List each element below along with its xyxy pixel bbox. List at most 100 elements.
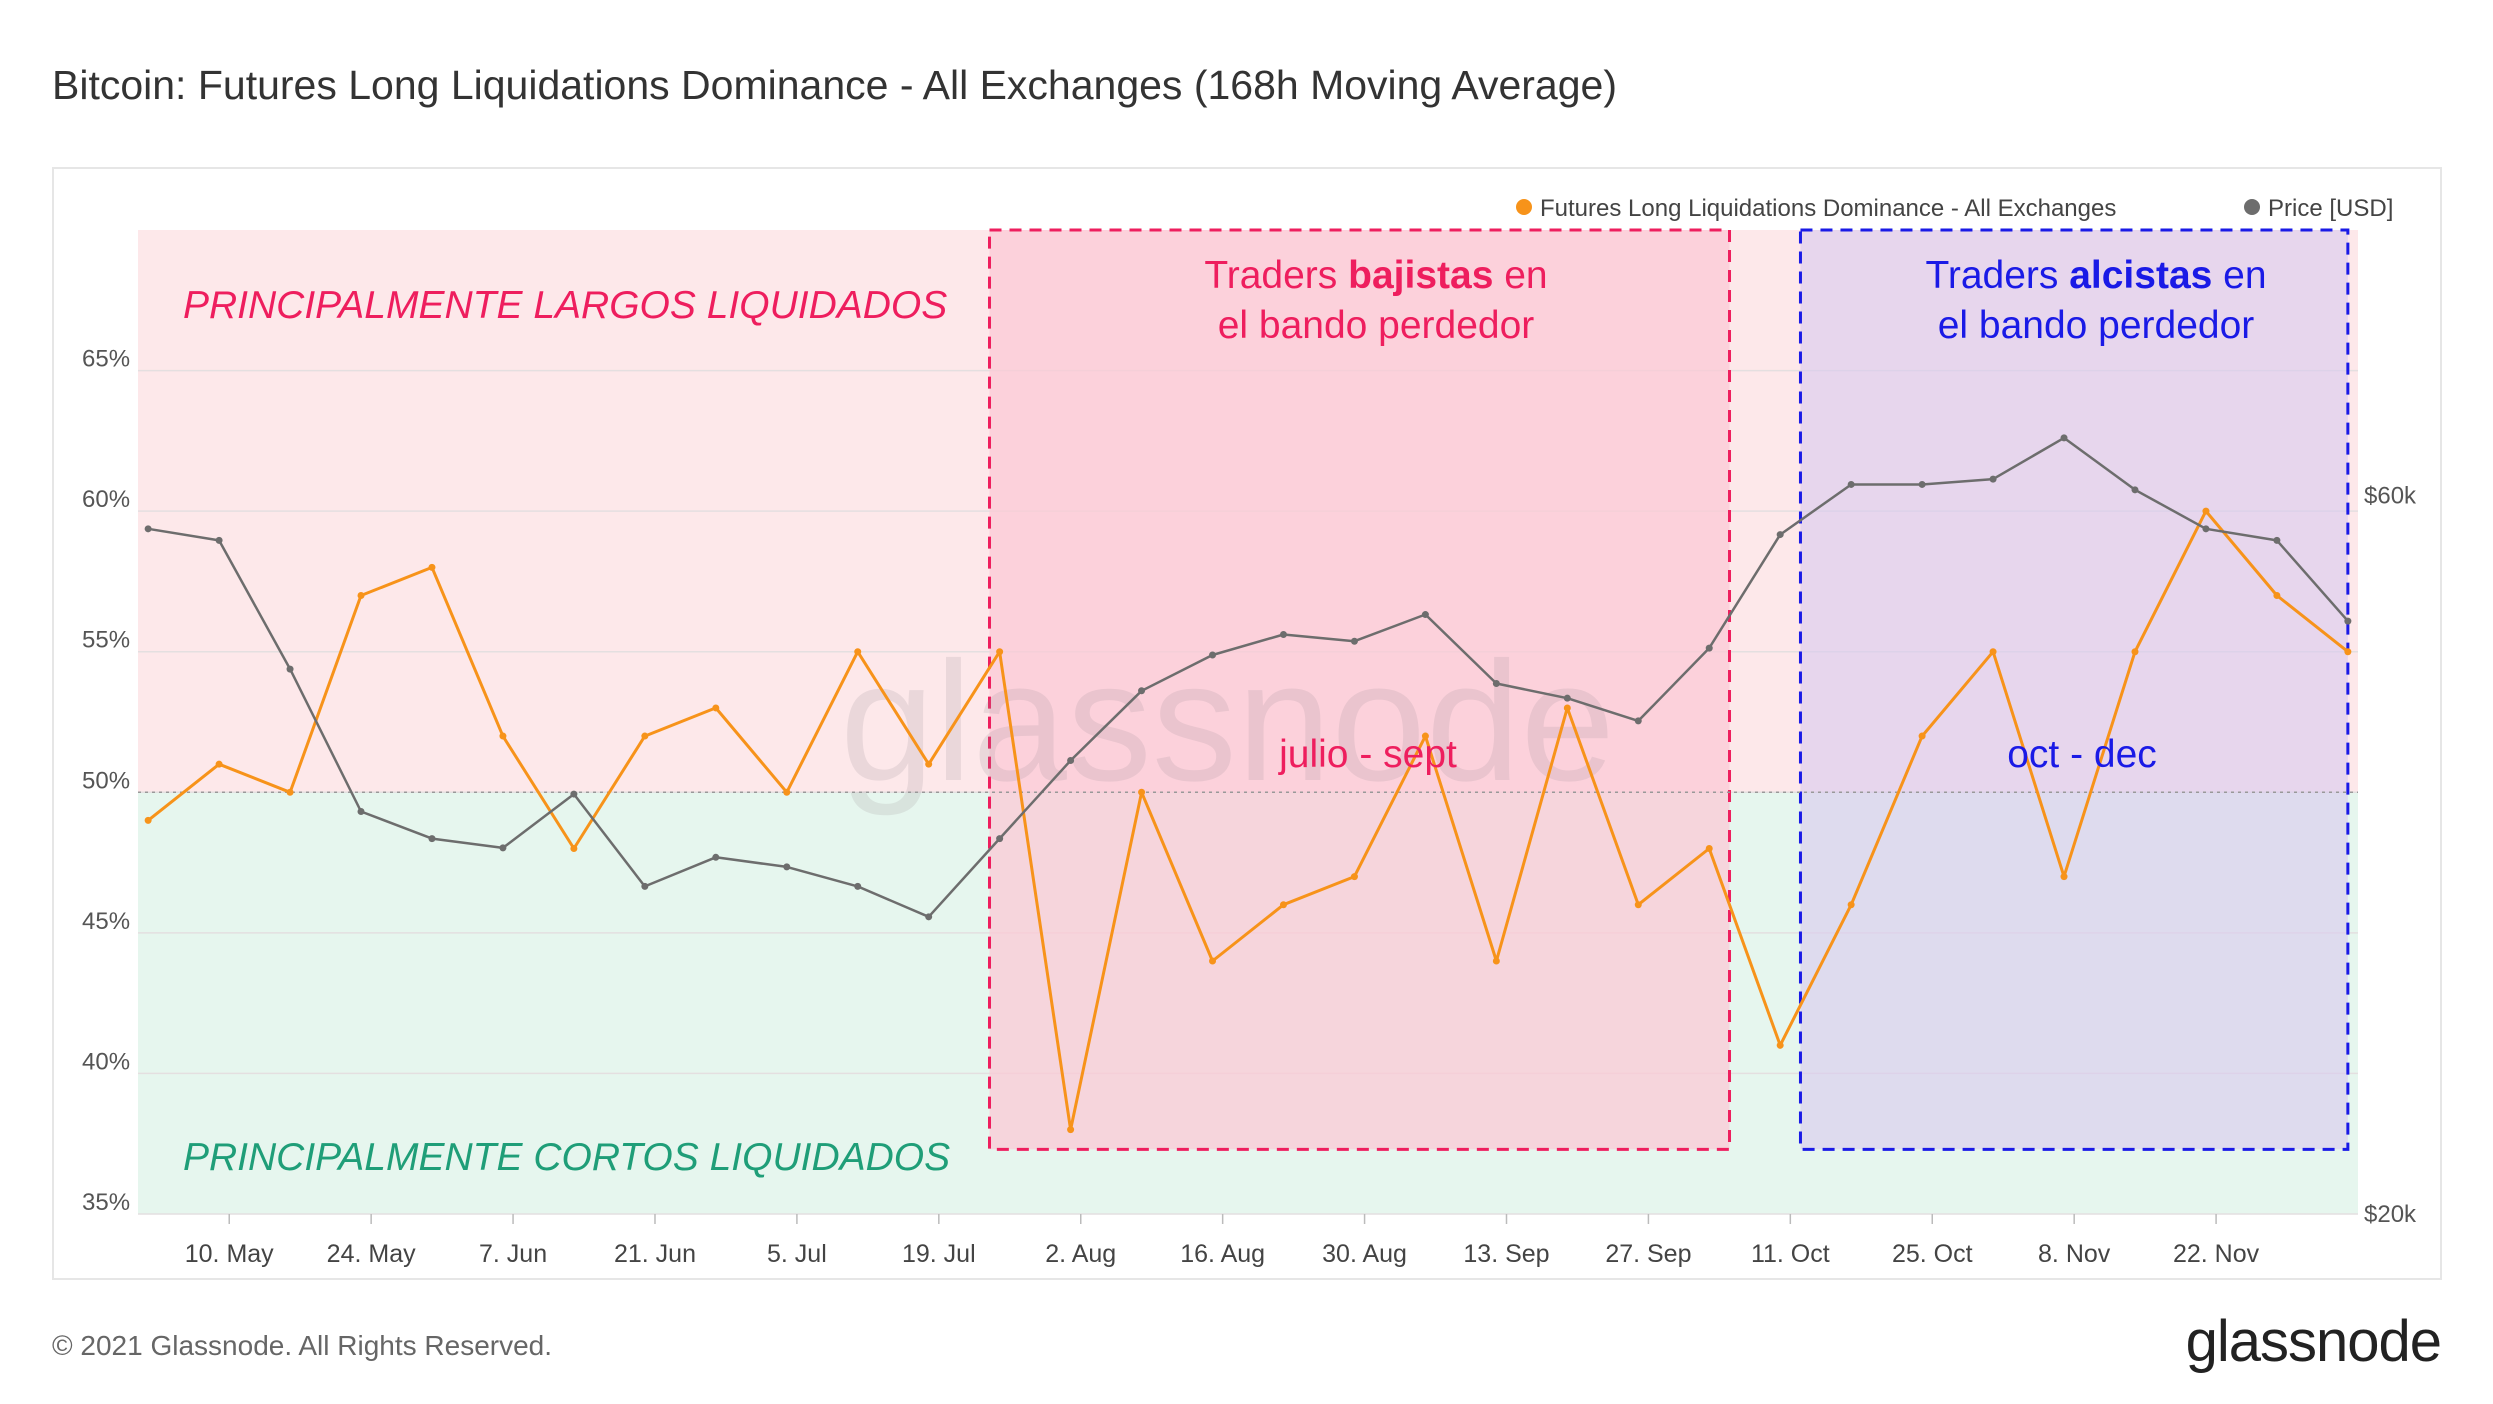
- price-point: [1634, 717, 1642, 725]
- dominance-point: [854, 648, 862, 656]
- price-point: [1563, 694, 1571, 702]
- legend-price-marker: [2244, 199, 2260, 215]
- x-tick-label: 7. Jun: [479, 1240, 547, 1268]
- dominance-point: [1563, 704, 1571, 712]
- glassnode-logo[interactable]: glassnode: [2185, 1309, 2442, 1374]
- bull-box-title-line2: el bando perdedor: [1938, 304, 2255, 347]
- price-point: [2273, 536, 2281, 544]
- dominance-point: [2060, 873, 2068, 881]
- dominance-point: [1421, 732, 1429, 740]
- x-tick-label: 25. Oct: [1892, 1240, 1973, 1268]
- price-point: [1067, 757, 1075, 765]
- price-point: [641, 882, 649, 890]
- price-point: [357, 808, 365, 816]
- dominance-point: [1989, 648, 1997, 656]
- dominance-point: [144, 816, 152, 824]
- dominance-point: [1067, 1126, 1075, 1134]
- dominance-point: [1279, 901, 1287, 909]
- price-point: [1138, 687, 1146, 695]
- x-tick-label: 11. Oct: [1751, 1240, 1830, 1268]
- bull-pre: Traders: [1925, 254, 2069, 297]
- price-point: [215, 536, 223, 544]
- bull-post: en: [2212, 254, 2266, 297]
- price-point: [1492, 679, 1500, 687]
- price-point: [499, 844, 507, 852]
- price-point: [1421, 611, 1429, 619]
- dominance-point: [783, 788, 791, 796]
- bear-box: [988, 228, 1732, 1151]
- dominance-point: [641, 732, 649, 740]
- price-point: [2131, 486, 2139, 494]
- x-tick-label: 5. Jul: [767, 1240, 827, 1268]
- x-axis: 10. May 24. May 7. Jun 21. Jun 5. Jul 19. Jul…: [185, 1214, 2260, 1268]
- bull-box-title-line1: Traders alcistas en: [1925, 254, 2266, 297]
- dominance-point: [1492, 957, 1500, 965]
- price-point: [925, 913, 933, 921]
- bull-bold: alcistas: [2069, 254, 2212, 297]
- bull-period-label: oct - dec: [2007, 733, 2157, 776]
- x-tick-label: 2. Aug: [1045, 1240, 1116, 1268]
- chart-frame: [52, 167, 2442, 1280]
- dominance-point: [1705, 845, 1713, 853]
- y-tick-label: 50%: [82, 767, 130, 794]
- legend-price-label[interactable]: Price [USD]: [2268, 195, 2393, 222]
- dominance-point: [357, 591, 365, 599]
- dominance-point: [1209, 957, 1217, 965]
- x-tick-label: 21. Jun: [614, 1240, 696, 1268]
- price-point: [2060, 434, 2068, 442]
- dominance-point: [712, 704, 720, 712]
- dominance-point: [1634, 901, 1642, 909]
- price-point: [854, 882, 862, 890]
- price-point: [2202, 525, 2210, 533]
- price-point: [144, 525, 152, 533]
- legend-dominance-marker: [1516, 199, 1532, 215]
- price-point: [1279, 630, 1287, 638]
- price-point: [428, 835, 436, 843]
- x-tick-label: 8. Nov: [2038, 1240, 2111, 1268]
- chart-title: Bitcoin: Futures Long Liquidations Domin…: [52, 62, 1617, 108]
- x-tick-label: 27. Sep: [1605, 1240, 1691, 1268]
- price-point: [1350, 637, 1358, 645]
- price-point: [1705, 644, 1713, 652]
- bear-box-title-line2: el bando perdedor: [1218, 304, 1535, 347]
- x-tick-label: 24. May: [327, 1240, 416, 1268]
- dominance-point: [996, 648, 1004, 656]
- dominance-point: [286, 788, 294, 796]
- price-point: [570, 790, 578, 798]
- dominance-point: [1918, 732, 1926, 740]
- price-line: [147, 436, 2349, 919]
- x-tick-label: 30. Aug: [1322, 1240, 1407, 1268]
- dominance-point: [1847, 901, 1855, 909]
- price-point: [2344, 617, 2352, 625]
- y-right-tick-label: $60k: [2364, 482, 2417, 509]
- x-tick-label: 19. Jul: [902, 1240, 976, 1268]
- series-layer: [144, 434, 2352, 1134]
- price-point: [1918, 480, 1926, 488]
- bear-pre: Traders: [1204, 254, 1348, 297]
- dominance-point: [925, 760, 933, 768]
- bull-box: [1798, 228, 2350, 1151]
- dominance-point: [2344, 648, 2352, 656]
- legend-dominance-label[interactable]: Futures Long Liquidations Dominance - Al…: [1540, 195, 2116, 222]
- y-tick-label: 35%: [82, 1189, 130, 1216]
- y-tick-label: 45%: [82, 908, 130, 935]
- y-tick-label: 60%: [82, 486, 130, 513]
- price-point: [1776, 531, 1784, 539]
- bottom-zone-label: PRINCIPALMENTE CORTOS LIQUIDADOS: [183, 1136, 950, 1179]
- x-tick-label: 13. Sep: [1463, 1240, 1549, 1268]
- watermark: glassnode: [840, 627, 1615, 817]
- y-axis-right: $20k $60k: [2364, 482, 2417, 1228]
- legend[interactable]: Futures Long Liquidations Dominance - Al…: [1516, 195, 2393, 222]
- dominance-point: [2273, 591, 2281, 599]
- bear-bold: bajistas: [1348, 254, 1493, 297]
- price-point: [996, 835, 1004, 843]
- dominance-point: [499, 732, 507, 740]
- y-tick-label: 40%: [82, 1048, 130, 1075]
- dominance-point: [1776, 1041, 1784, 1049]
- dominance-point: [1138, 788, 1146, 796]
- x-tick-label: 22. Nov: [2173, 1240, 2260, 1268]
- dominance-point: [570, 845, 578, 853]
- bear-post: en: [1493, 254, 1547, 297]
- y-tick-label: 65%: [82, 346, 130, 373]
